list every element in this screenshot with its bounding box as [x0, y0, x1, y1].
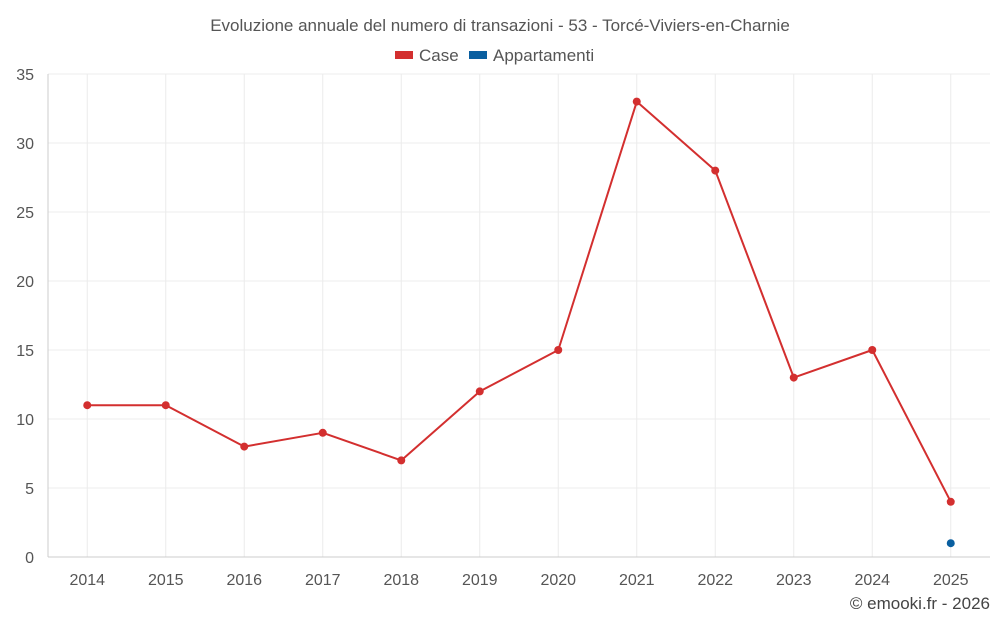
gridlines: [48, 73, 990, 557]
legend-swatch-case: [395, 51, 413, 59]
data-point-case: [397, 456, 406, 465]
data-point-case: [161, 401, 170, 410]
x-tick-label: 2015: [148, 572, 184, 589]
x-tick-label: 2024: [854, 572, 890, 589]
x-tick-label: 2014: [69, 572, 105, 589]
y-tick-label: 5: [25, 481, 34, 498]
footer-credit: © emooki.fr - 2026: [850, 594, 990, 613]
data-point-case: [83, 401, 92, 410]
y-tick-label: 30: [16, 136, 34, 153]
x-tick-label: 2025: [933, 572, 969, 589]
y-tick-label: 25: [16, 205, 34, 222]
x-tick-label: 2022: [697, 572, 733, 589]
y-tick-label: 15: [16, 343, 34, 360]
legend-label-case: Case: [419, 46, 459, 65]
data-point-case: [475, 387, 484, 396]
data-point-case: [868, 346, 877, 354]
chart-title: Evoluzione annuale del numero di transaz…: [210, 16, 790, 35]
data-point-case: [711, 166, 720, 175]
x-tick-label: 2023: [776, 572, 812, 589]
data-point-case: [946, 497, 955, 506]
y-tick-label: 10: [16, 412, 34, 429]
data-point-case: [789, 373, 798, 382]
x-tick-label: 2017: [305, 572, 341, 589]
data-point-case: [554, 346, 563, 354]
data-point-case: [240, 442, 249, 451]
x-tick-label: 2018: [383, 572, 419, 589]
series: [83, 97, 955, 548]
y-tick-label: 35: [16, 67, 34, 84]
x-tick-label: 2021: [619, 572, 655, 589]
y-tick-label: 20: [16, 274, 34, 291]
legend: Case Appartamenti: [395, 46, 594, 65]
data-point-case: [318, 428, 327, 437]
y-tick-label: 0: [25, 550, 34, 567]
x-tick-label: 2016: [226, 572, 262, 589]
data-point-appartamenti: [946, 539, 955, 548]
legend-swatch-appartamenti: [469, 51, 487, 59]
legend-label-appartamenti: Appartamenti: [493, 46, 594, 65]
x-tick-label: 2020: [540, 572, 576, 589]
data-point-case: [632, 97, 641, 106]
x-tick-label: 2019: [462, 572, 498, 589]
series-line-case: [87, 100, 952, 503]
